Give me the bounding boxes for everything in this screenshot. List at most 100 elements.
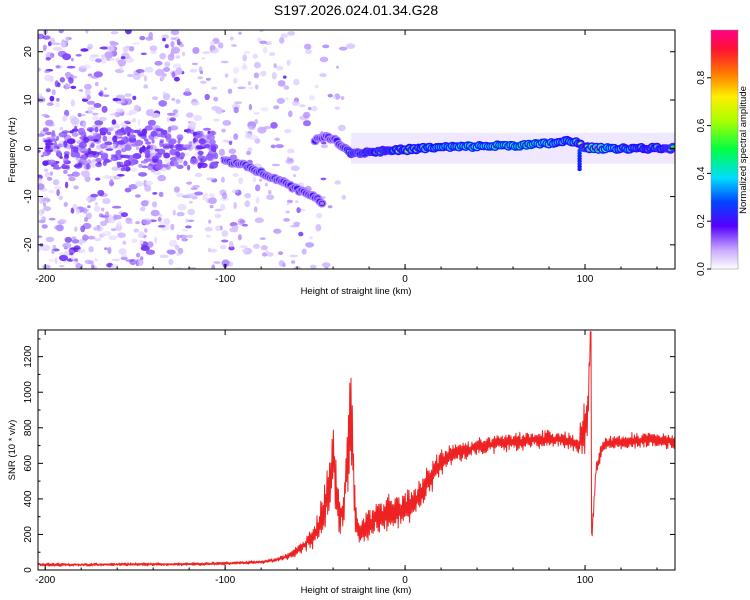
spectrogram-noise-blob bbox=[286, 199, 293, 204]
spectrogram-noise-blob bbox=[242, 62, 246, 69]
spectrogram-noise-blob bbox=[54, 141, 57, 149]
spectrogram-noise-blob bbox=[204, 144, 211, 149]
spectrogram-noise-blob bbox=[291, 260, 296, 264]
spectrogram-noise-blob bbox=[319, 73, 327, 78]
spectrogram-noise-blob bbox=[133, 104, 140, 112]
colorbar-tick-label: 0.2 bbox=[696, 214, 707, 228]
spectrogram-noise-blob bbox=[286, 202, 290, 206]
spectrogram-noise-blob bbox=[227, 88, 233, 94]
spectrogram-noise-blob bbox=[68, 247, 76, 254]
spectrogram-noise-blob bbox=[334, 106, 341, 110]
spectrogram-noise-blob bbox=[44, 70, 50, 74]
spectrogram-noise-blob bbox=[167, 249, 176, 255]
spectrogram-noise-blob bbox=[280, 33, 289, 39]
spectrogram-noise-blob bbox=[274, 137, 281, 141]
spectrogram-noise-blob bbox=[189, 157, 199, 165]
spectrogram-noise-blob bbox=[231, 44, 237, 47]
spectrogram-noise-blob bbox=[54, 257, 58, 264]
spectrogram-noise-blob bbox=[104, 141, 113, 146]
spectrogram-noise-blob bbox=[158, 213, 163, 217]
spectrogram-noise-blob bbox=[259, 71, 267, 77]
spectrogram-noise-blob bbox=[98, 116, 107, 122]
spectrogram-noise-blob bbox=[77, 113, 82, 117]
spectrogram-noise-blob bbox=[58, 30, 64, 34]
spectrogram-noise-blob bbox=[147, 241, 154, 248]
spectrogram-noise-blob bbox=[140, 146, 149, 151]
spectrogram-frame bbox=[37, 29, 676, 270]
spectrogram-noise-blob bbox=[159, 52, 167, 60]
spectrogram-noise-blob bbox=[45, 236, 55, 243]
spectrogram-noise-blob bbox=[135, 181, 144, 187]
spectrogram-noise-blob bbox=[199, 70, 203, 75]
spectrogram-noise-blob bbox=[117, 132, 124, 136]
spectrogram-noise-blob bbox=[159, 254, 169, 259]
spectrogram-noise-blob bbox=[191, 62, 198, 66]
spectrogram-noise-blob bbox=[68, 176, 76, 182]
spectrogram-noise-blob bbox=[308, 95, 315, 101]
spectrogram-noise-blob bbox=[177, 139, 181, 145]
spectrogram-noise-blob bbox=[169, 239, 178, 248]
spectrogram-noise-blob bbox=[128, 109, 138, 115]
spectrogram-noise-blob bbox=[52, 244, 57, 250]
spectrogram-noise-blob bbox=[61, 163, 66, 170]
spectrogram-noise-blob bbox=[278, 260, 285, 267]
spectrogram-noise-blob bbox=[213, 96, 219, 102]
spectrogram-noise-blob bbox=[52, 179, 60, 186]
spectrogram-noise-blob bbox=[94, 237, 102, 242]
snr-y-tick-label: 800 bbox=[23, 419, 34, 436]
spectrogram-noise-blob bbox=[65, 83, 69, 90]
spectrogram-noise-blob bbox=[221, 239, 229, 243]
spectrogram-noise-blob bbox=[204, 226, 213, 232]
spectrogram-noise-blob bbox=[209, 139, 216, 146]
spectrogram-noise-blob bbox=[208, 219, 212, 224]
spectrogram-noise-blob bbox=[87, 205, 91, 209]
spectrogram-noise-blob bbox=[271, 163, 280, 167]
spectrogram-x-label: Height of straight line (km) bbox=[301, 286, 412, 297]
spectrogram-noise-blob bbox=[170, 160, 179, 167]
spectrogram-noise-blob bbox=[92, 132, 101, 138]
spectrogram-noise-blob bbox=[125, 30, 132, 35]
spectrogram-noise-blob bbox=[189, 68, 198, 73]
spectrogram-noise-blob bbox=[116, 100, 124, 104]
spectrogram-noise-blob bbox=[193, 114, 203, 122]
spectrogram-noise-blob bbox=[241, 223, 248, 227]
spectrogram-noise-blob bbox=[91, 112, 99, 116]
spectrogram-noise-blob bbox=[63, 202, 68, 207]
spectrogram-noise-blob bbox=[132, 153, 142, 160]
spectrogram-noise-blob bbox=[315, 224, 322, 232]
spectrogram-noise-blob bbox=[59, 126, 64, 131]
spectrogram-noise-blob bbox=[138, 172, 148, 177]
spectrogram-noise-blob bbox=[259, 178, 263, 182]
spectrogram-heatmap bbox=[38, 30, 675, 269]
spectrogram-noise-blob bbox=[116, 221, 122, 227]
snr-y-label: SNR (10 * v/v) bbox=[7, 420, 18, 481]
spectrogram-noise-blob bbox=[44, 200, 48, 204]
spectrogram-noise-blob bbox=[94, 120, 104, 126]
spectrogram-x-tick-label: 100 bbox=[577, 274, 594, 285]
spectrogram-noise-blob bbox=[210, 145, 217, 152]
spectrogram-noise-blob bbox=[278, 251, 284, 256]
spectrogram-noise-blob bbox=[305, 49, 312, 55]
spectrogram-noise-blob bbox=[262, 46, 268, 54]
spectrogram-noise-blob bbox=[337, 124, 346, 132]
spectrogram-noise-blob bbox=[228, 140, 233, 146]
spectrogram-noise-blob bbox=[77, 127, 86, 135]
spectrogram-noise-blob bbox=[273, 228, 282, 234]
spectrogram-noise-blob bbox=[264, 182, 268, 187]
spectrogram-noise-blob bbox=[72, 203, 78, 210]
spectrogram-noise-blob bbox=[209, 204, 214, 209]
spectrogram-noise-blob bbox=[131, 143, 138, 147]
spectrogram-noise-blob bbox=[253, 112, 260, 115]
spectrogram-noise-blob bbox=[311, 105, 318, 112]
spectrogram-noise-blob bbox=[183, 91, 192, 96]
spectrogram-noise-blob bbox=[199, 138, 204, 142]
spectrogram-noise-blob bbox=[145, 249, 155, 255]
spectrogram-noise-blob bbox=[153, 171, 161, 176]
spectrogram-noise-blob bbox=[132, 95, 137, 100]
spectrogram-noise-blob bbox=[73, 185, 79, 190]
spectrogram-noise-blob bbox=[86, 46, 92, 50]
spectrogram-noise-blob bbox=[100, 143, 107, 150]
spectrogram-noise-blob bbox=[126, 74, 135, 77]
spectrogram-noise-blob bbox=[139, 240, 144, 245]
